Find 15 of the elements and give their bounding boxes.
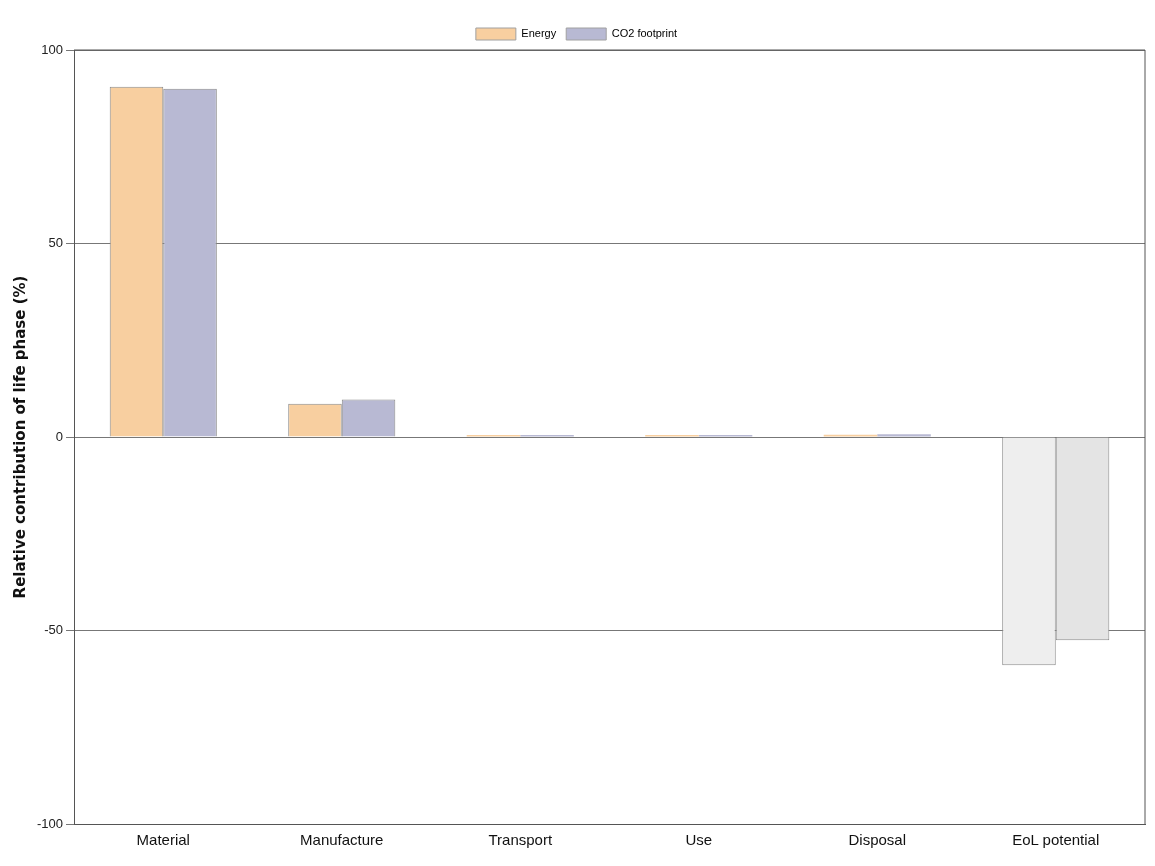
- bar: [877, 434, 931, 437]
- y-tick-label: -50: [44, 622, 64, 638]
- x-tick-label: Material: [136, 831, 190, 849]
- x-tick-label: Manufacture: [300, 831, 384, 849]
- y-tick-label: 100: [41, 41, 64, 57]
- legend-label: CO2 footprint: [611, 27, 678, 40]
- y-tick-label: -100: [36, 815, 64, 831]
- y-tick-label: 50: [48, 235, 64, 251]
- x-tick-label: Use: [685, 831, 713, 849]
- y-axis-title: Relative contribution of life phase (%): [10, 275, 29, 599]
- x-tick-label: Disposal: [848, 831, 907, 849]
- x-tick-label: EoL potential: [1012, 831, 1100, 849]
- legend-label: Energy: [521, 27, 557, 40]
- x-tick-label: Transport: [488, 831, 553, 849]
- y-tick-label: 0: [55, 428, 64, 444]
